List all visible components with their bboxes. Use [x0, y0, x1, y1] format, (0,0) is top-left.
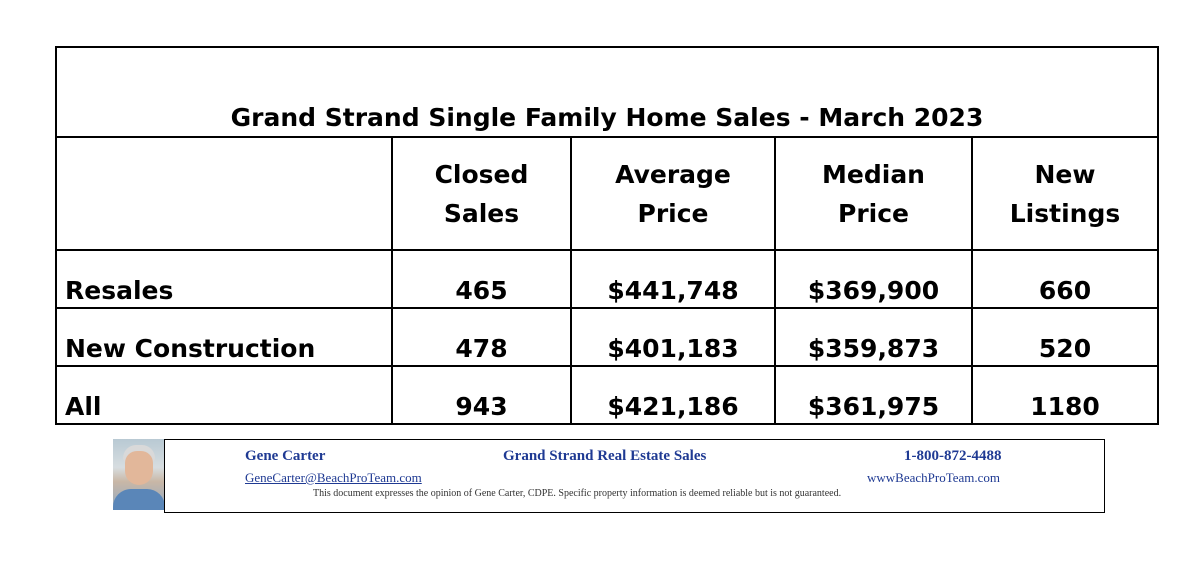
- header-closed-sales: Closed Sales: [391, 136, 572, 251]
- new-listings-cell: 520: [971, 307, 1159, 367]
- agent-name: Gene Carter: [245, 448, 326, 464]
- avatar-face: [125, 451, 153, 485]
- avatar-shirt: [113, 489, 165, 510]
- sales-table: Grand Strand Single Family Home Sales - …: [55, 46, 1159, 425]
- header-new-listings: New Listings: [971, 136, 1159, 251]
- average-price-cell: $441,748: [570, 249, 776, 309]
- median-price-cell: $369,900: [774, 249, 973, 309]
- table-row-resales: Resales 465 $441,748 $369,900 660: [55, 249, 1159, 309]
- agent-photo: [113, 439, 165, 510]
- new-listings-cell: 1180: [971, 365, 1159, 425]
- row-label: All: [55, 365, 393, 425]
- website-text: wwwBeachProTeam.com: [867, 470, 1001, 485]
- closed-sales-cell: 943: [391, 365, 572, 425]
- phone-number: 1-800-872-4488: [904, 448, 1002, 464]
- sales-table-container: Grand Strand Single Family Home Sales - …: [55, 46, 1159, 425]
- new-listings-cell: 660: [971, 249, 1159, 309]
- header-empty-cell: [55, 136, 393, 251]
- median-price-cell: $361,975: [774, 365, 973, 425]
- header-average-price: Average Price: [570, 136, 776, 251]
- table-title: Grand Strand Single Family Home Sales - …: [55, 46, 1159, 138]
- median-price-cell: $359,873: [774, 307, 973, 367]
- email-link[interactable]: GeneCarter@BeachProTeam.com: [245, 470, 422, 485]
- header-median-price: Median Price: [774, 136, 973, 251]
- table-row-all: All 943 $421,186 $361,975 1180: [55, 365, 1159, 425]
- table-row-new-construction: New Construction 478 $401,183 $359,873 5…: [55, 307, 1159, 367]
- row-label: New Construction: [55, 307, 393, 367]
- closed-sales-cell: 465: [391, 249, 572, 309]
- agent-info-box: Gene Carter Grand Strand Real Estate Sal…: [164, 439, 1105, 513]
- average-price-cell: $421,186: [570, 365, 776, 425]
- closed-sales-cell: 478: [391, 307, 572, 367]
- row-label: Resales: [55, 249, 393, 309]
- average-price-cell: $401,183: [570, 307, 776, 367]
- agent-footer: Gene Carter Grand Strand Real Estate Sal…: [113, 437, 1105, 514]
- company-name: Grand Strand Real Estate Sales: [503, 448, 707, 464]
- disclaimer-text: This document expresses the opinion of G…: [313, 488, 842, 499]
